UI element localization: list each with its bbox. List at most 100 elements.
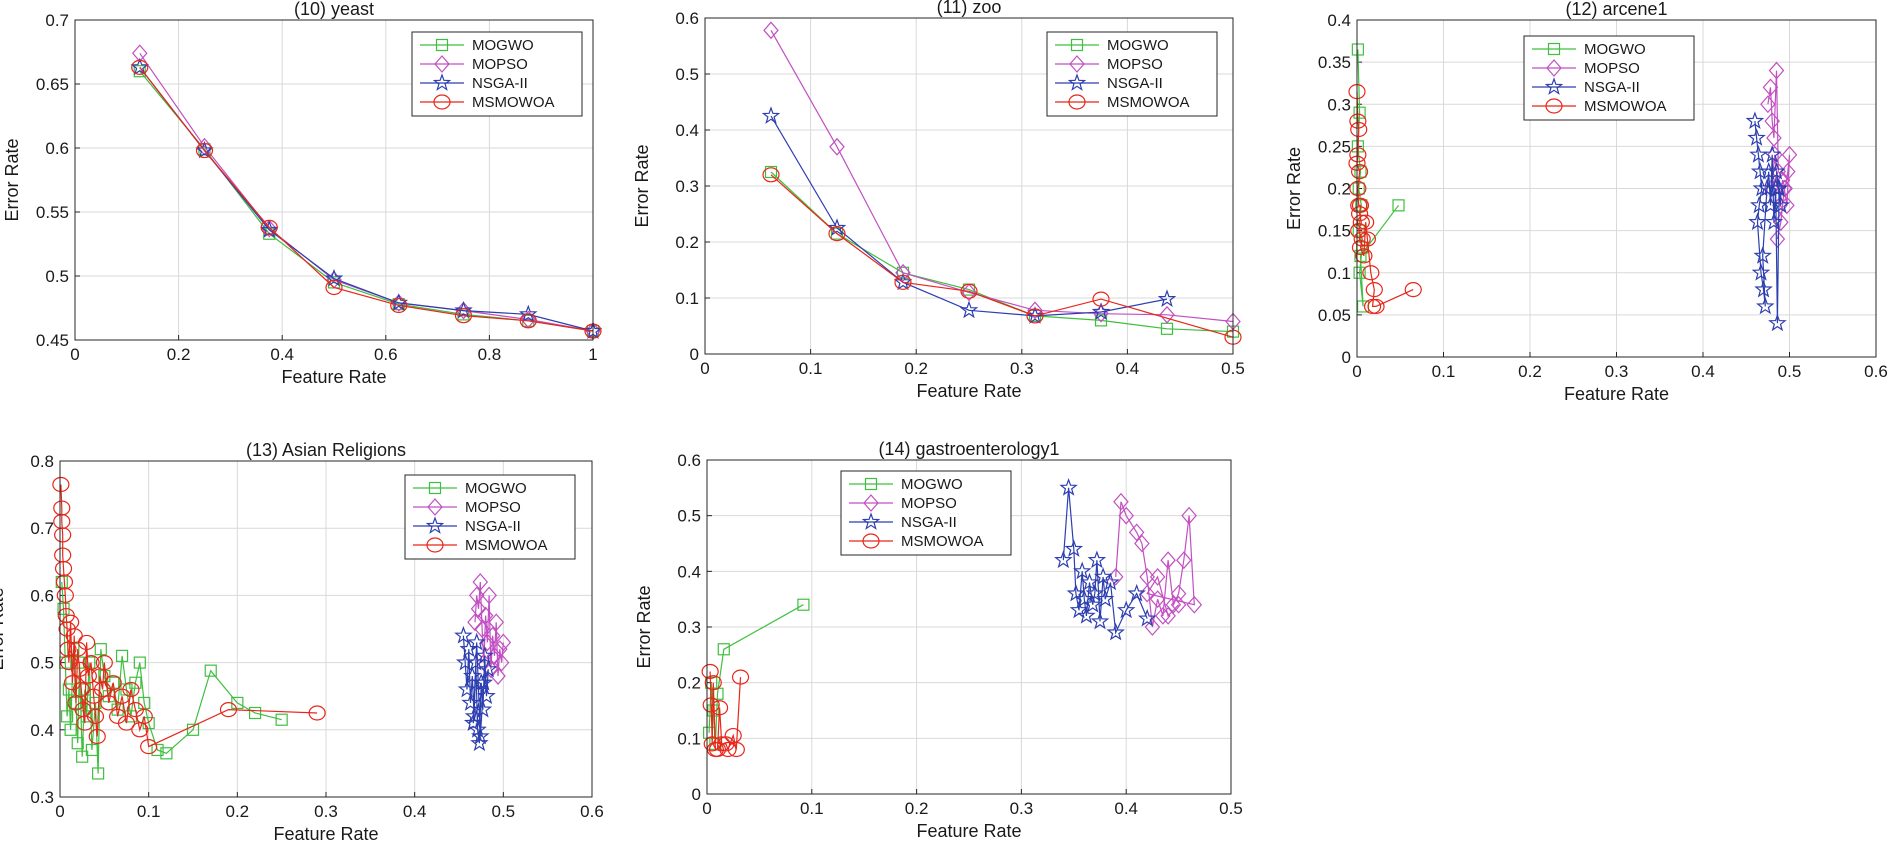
legend: MOGWO MOPSO NSGA-II MSMOWOA xyxy=(1523,35,1695,121)
data-point-mogwo xyxy=(1353,106,1366,119)
x-tick-label: 0.6 xyxy=(580,802,604,821)
legend-marker-nsga-ii xyxy=(1067,73,1087,91)
legend: MOGWO MOPSO NSGA-II MSMOWOA xyxy=(1046,31,1218,117)
data-point-nsga-ii xyxy=(1748,212,1767,231)
data-point-mopso xyxy=(493,653,510,672)
data-point-nsga-ii xyxy=(1768,313,1787,332)
y-tick-label: 0.25 xyxy=(1318,137,1351,156)
y-axis-label: Error Rate xyxy=(2,138,22,221)
chart-panel-10: 0 0.2 0.4 0.6 0.8 1 0.45 0.5 0.55 0.6 0.65 0.7 (10) … xyxy=(2,0,602,387)
legend-marker-mogwo xyxy=(1547,42,1561,56)
plot-frame xyxy=(704,17,1234,355)
legend-marker-mopso xyxy=(863,494,879,512)
x-tick-label: 0.5 xyxy=(1221,359,1245,378)
data-point-mopso xyxy=(481,586,497,605)
data-point-mogwo xyxy=(60,710,74,723)
data-point-msmowoa xyxy=(731,669,750,685)
y-tick-label: 0.35 xyxy=(1318,53,1351,72)
data-point-mogwo xyxy=(76,750,89,763)
data-point-mogwo xyxy=(248,706,262,720)
x-tick-label: 0.4 xyxy=(403,802,427,821)
y-tick-label: 0.05 xyxy=(1318,306,1351,325)
data-point-msmowoa xyxy=(325,279,343,296)
data-point-msmowoa xyxy=(719,741,737,758)
data-point-nsga-ii xyxy=(1116,600,1136,619)
data-point-mogwo xyxy=(133,656,146,669)
x-tick-label: 0.3 xyxy=(314,802,338,821)
data-point-mogwo xyxy=(133,65,146,78)
data-point-nsga-ii xyxy=(1077,606,1096,624)
x-tick-label: 0.5 xyxy=(1778,362,1802,381)
data-point-msmowoa xyxy=(1352,214,1370,230)
legend-marker-msmowoa xyxy=(1545,98,1563,114)
data-point-nsga-ii xyxy=(1080,572,1099,591)
data-point-nsga-ii xyxy=(1137,608,1157,627)
data-point-mogwo xyxy=(85,743,99,757)
data-point-mopso xyxy=(1170,595,1187,614)
data-point-mopso xyxy=(1766,129,1782,147)
plot-frame xyxy=(59,460,593,798)
data-point-msmowoa xyxy=(454,308,473,324)
data-point-mopso xyxy=(1160,606,1176,625)
data-point-mopso xyxy=(1762,78,1779,97)
data-point-nsga-ii xyxy=(959,300,979,319)
legend-label-nsga-ii: NSGA-II xyxy=(472,75,528,92)
legend-label-mogwo: MOGWO xyxy=(901,476,963,493)
legend-marker-mogwo xyxy=(864,477,878,491)
chart-title: (14) gastroenterology1 xyxy=(878,439,1059,459)
series-group xyxy=(701,478,1203,758)
data-point-mopso xyxy=(474,620,490,638)
data-point-nsga-ii xyxy=(1083,594,1102,613)
data-point-msmowoa xyxy=(131,59,149,75)
data-point-msmowoa xyxy=(77,634,96,651)
data-point-msmowoa xyxy=(1349,113,1367,129)
data-point-msmowoa xyxy=(1355,248,1373,264)
data-point-nsga-ii xyxy=(1106,622,1125,641)
legend-marker-mopso xyxy=(434,55,450,73)
data-point-msmowoa xyxy=(100,695,118,711)
data-point-msmowoa xyxy=(219,702,238,718)
data-point-nsga-ii xyxy=(470,733,489,752)
data-point-msmowoa xyxy=(135,708,153,724)
data-point-mopso xyxy=(490,667,506,685)
data-point-nsga-ii xyxy=(1091,302,1111,320)
y-tick-label: 0.45 xyxy=(36,331,69,350)
data-point-msmowoa xyxy=(960,283,978,299)
legend-label-msmowoa: MSMOWOA xyxy=(465,537,548,554)
data-point-nsga-ii xyxy=(893,272,913,291)
data-point-msmowoa xyxy=(1363,298,1382,315)
y-tick-label: 0.4 xyxy=(1327,11,1351,30)
legend-label-nsga-ii: NSGA-II xyxy=(1584,79,1640,96)
data-point-nsga-ii xyxy=(457,679,477,698)
data-point-nsga-ii xyxy=(1127,583,1146,602)
y-tick-label: 0.3 xyxy=(677,618,701,637)
data-point-msmowoa xyxy=(1349,147,1367,163)
x-axis-label: Feature Rate xyxy=(281,367,386,387)
data-point-nsga-ii xyxy=(1072,561,1092,580)
y-tick-label: 0 xyxy=(690,345,699,364)
data-point-msmowoa xyxy=(1362,265,1380,281)
y-tick-label: 0.2 xyxy=(675,233,699,252)
data-point-mogwo xyxy=(797,598,810,611)
data-point-nsga-ii xyxy=(1762,145,1782,163)
data-point-nsga-ii xyxy=(1747,128,1766,146)
x-tick-label: 0 xyxy=(70,345,79,364)
y-tick-label: 0.4 xyxy=(675,121,699,140)
x-tick-label: 0.1 xyxy=(800,799,824,818)
y-axis-label: Error Rate xyxy=(1284,147,1304,230)
data-point-msmowoa xyxy=(702,697,720,713)
chart-panel-14: 0 0.1 0.2 0.3 0.4 0.5 0 0.1 0.2 0.3 0.4 0.5 0.6 (14) … xyxy=(634,439,1243,841)
x-tick-label: 0.4 xyxy=(270,345,294,364)
y-tick-label: 0.65 xyxy=(36,75,69,94)
data-point-nsga-ii xyxy=(473,699,493,718)
y-tick-label: 0.6 xyxy=(675,9,699,28)
y-tick-label: 0.7 xyxy=(45,11,69,30)
data-point-msmowoa xyxy=(762,167,780,183)
data-point-msmowoa xyxy=(52,476,70,493)
legend-label-msmowoa: MSMOWOA xyxy=(472,94,555,111)
data-point-mopso xyxy=(1186,595,1203,614)
data-point-msmowoa xyxy=(828,226,846,242)
data-point-nsga-ii xyxy=(464,706,484,725)
plot-frame xyxy=(706,459,1232,795)
